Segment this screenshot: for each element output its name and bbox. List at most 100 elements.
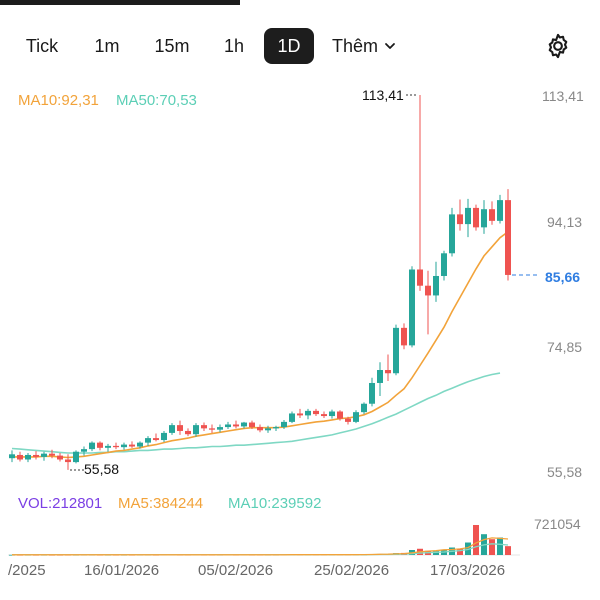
volume-bar [489,539,495,555]
candle-body [441,253,447,276]
candle-body [33,454,39,457]
candle-body [257,427,263,431]
tab-more[interactable]: Thêm [332,28,416,64]
candle-body [409,269,415,346]
date-label-4: 25/02/2026 [314,562,390,579]
candle-body [233,424,239,427]
tab-1h[interactable]: 1h [223,36,245,56]
low-marker-label: 55,58 [84,461,120,477]
high-marker-label: 113,41 [362,87,404,103]
date-label-5: 17/03/2026 [430,562,506,579]
volume-ma10-legend: MA10:239592 [228,495,322,512]
tab-15m[interactable]: 15m [154,36,190,56]
candle-body [145,438,151,443]
ma50-line [11,372,501,454]
volume-bar [433,551,439,555]
candle-body [273,427,279,429]
candle-body [377,370,383,383]
candle-body [241,422,247,427]
candle-body [73,451,79,463]
candle-body [81,449,87,452]
tab-1m[interactable]: 1m [94,36,120,56]
timeframe-tabs: Tick 1m 15m 1h 1D Thêm [0,24,600,68]
candle-body [337,411,343,419]
volume-ma5-line [12,537,509,556]
price-tick-3: 74,85 [547,339,583,355]
candle-body [177,425,183,431]
volume-ma5-legend: MA5:384244 [118,495,204,512]
candle-body [281,421,287,428]
ma10-legend: MA10:92,31 [18,92,99,109]
current-price-label: 85,66 [545,269,581,285]
date-label-1: /2025 [8,562,46,579]
candle-body [89,442,95,450]
candle-body [345,418,351,422]
volume-bar [465,542,471,555]
top-progress-line [0,0,240,5]
candle-body [25,454,31,460]
candle-body [265,428,271,431]
candle-body [121,444,127,448]
volume-bar [441,550,447,555]
volume-legend: VOL:212801 [18,495,103,512]
candle-body [65,459,71,463]
candle-body [305,410,311,416]
candle-body [137,442,143,447]
tab-more-label: Thêm [332,36,379,56]
candle-body [9,454,15,459]
candle-body [185,430,191,435]
candle-body [57,455,63,460]
candle-body [425,285,431,296]
candle-body [473,207,479,228]
candle-body [193,425,199,435]
candle-body [321,414,327,417]
volume-bar [497,537,503,555]
volume-bar [473,525,479,555]
candle-body [41,453,47,457]
price-tick-1: 113,41 [542,88,584,104]
date-label-3: 05/02/2026 [198,562,274,579]
candle-body [217,427,223,430]
gear-icon[interactable] [544,32,572,60]
candle-body [385,370,391,374]
candle-body [417,269,423,286]
volume-axis-max: 721054 [534,516,581,532]
candle-body [153,438,159,441]
price-tick-4: 55,58 [547,464,583,480]
candle-body [313,410,319,415]
candle-body [353,412,359,422]
candle-body [49,453,55,456]
candle-body [105,445,111,448]
volume-bar [457,548,463,555]
candle-body [161,432,167,441]
price-tick-2: 94,13 [547,214,583,230]
candle-body [465,207,471,225]
candle-body [433,275,439,296]
candle-body [129,444,135,447]
candle-body [289,413,295,422]
date-label-2: 16/01/2026 [84,562,160,579]
candle-body [169,425,175,433]
candle-body [329,411,335,417]
candle-body [209,428,215,430]
candle-body [401,327,407,346]
candle-body [505,200,511,275]
candle-body [113,445,119,448]
candle-body [361,403,367,413]
tab-tick[interactable]: Tick [25,36,59,56]
candle-body [457,214,463,225]
candle-body [481,209,487,228]
candle-body [97,442,103,448]
candle-body [497,200,503,221]
ma10-line [12,231,509,459]
tab-1d[interactable]: 1D [264,28,314,64]
volume-bar [505,546,511,555]
candle-body [225,424,231,428]
candle-body [449,214,455,254]
candle-body [297,413,303,416]
candle-body [393,327,399,374]
candle-body [201,425,207,429]
candle-body [369,382,375,404]
candle-body [249,422,255,428]
